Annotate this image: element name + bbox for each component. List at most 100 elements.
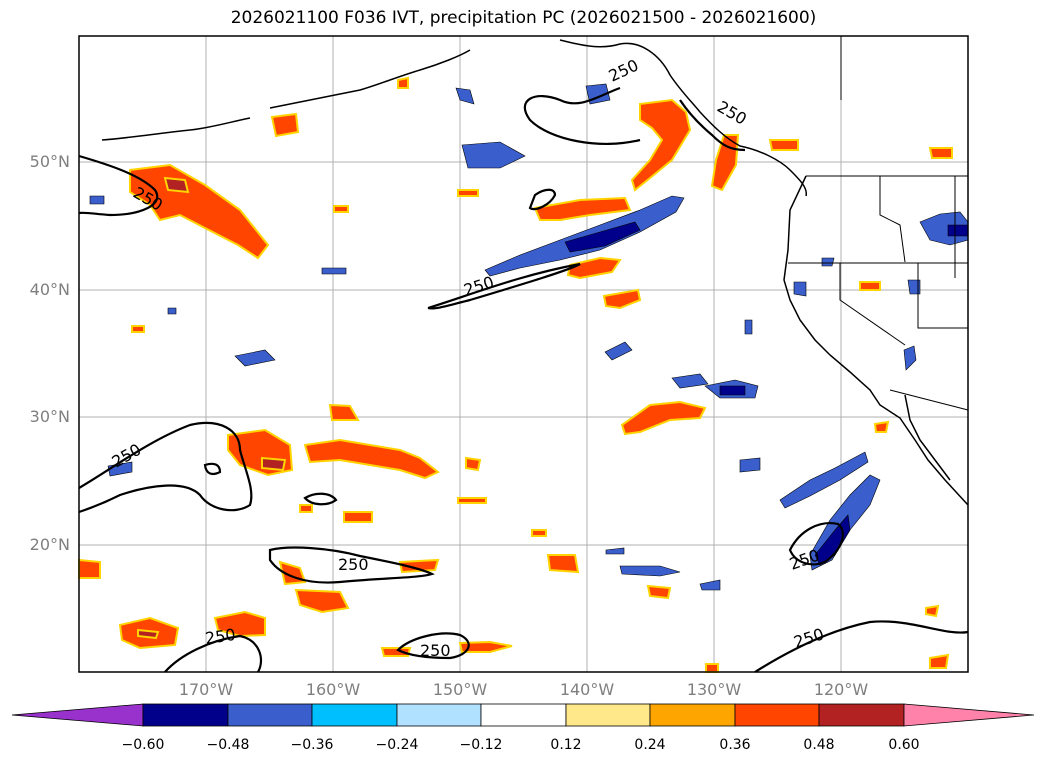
positive-blob [566, 256, 622, 280]
colorbar-tick-label: 0.48 [803, 737, 835, 753]
contour-label: 250 [791, 624, 826, 652]
positive-blob [299, 504, 313, 513]
ivt-contour-line [268, 546, 435, 584]
lon-label: 140°W [559, 680, 615, 699]
colorbar-tick-label: −0.60 [121, 737, 165, 753]
lon-label: 130°W [686, 680, 742, 699]
positive-blob [328, 403, 360, 421]
contour-label: 250 [338, 555, 369, 574]
positive-blob [457, 189, 479, 197]
colorbar-bin [480, 703, 567, 727]
ivt-contour-line [679, 99, 746, 152]
contour-label: 250 [204, 625, 237, 648]
positive-blob [163, 176, 190, 194]
positive-blob [261, 456, 287, 472]
colorbar-bin [649, 703, 736, 727]
positive-blob [294, 588, 350, 614]
colorbar-bin [734, 703, 820, 727]
positive-blob [137, 628, 160, 640]
positive-blob [270, 112, 300, 138]
positive-blob [705, 663, 719, 673]
negative-blob [484, 195, 685, 277]
colorbar-tick-label: −0.12 [459, 737, 503, 753]
ivt-contour-line [164, 634, 263, 673]
colorbar-bin [142, 703, 229, 727]
positive-blob [343, 511, 373, 523]
ivt-contours [78, 86, 969, 673]
positive-blob [457, 497, 487, 504]
ivt-contour-line [528, 188, 557, 211]
negative-blob [744, 319, 753, 335]
lat-label: 20°N [29, 535, 70, 554]
positive-blob [768, 139, 799, 151]
colorbar-tick-label: −0.24 [375, 737, 419, 753]
ivt-contour-line [788, 522, 844, 566]
map-title: 2026021100 F036 IVT, precipitation PC (2… [230, 8, 817, 28]
positive-blob [78, 558, 101, 579]
positive-blob [925, 604, 940, 618]
positive-blob [131, 325, 145, 333]
positive-blob [465, 456, 482, 472]
negative-blob [779, 451, 869, 509]
lon-label: 120°W [813, 680, 869, 699]
negative-blob [321, 267, 347, 275]
contour-label: 250 [420, 641, 451, 660]
positive-blob [533, 196, 632, 221]
contour-label: 250 [606, 55, 642, 85]
negative-blob [605, 547, 625, 555]
negative-blob [907, 279, 921, 295]
ivt-contour-line [754, 620, 969, 673]
positive-blob [213, 610, 266, 638]
positive-blob [129, 163, 270, 260]
positive-blob [928, 147, 953, 159]
negative-blob [821, 257, 835, 267]
colorbar-bin [311, 703, 398, 727]
positive-blob [620, 400, 707, 436]
ivt-contour-line [78, 421, 253, 514]
negative-blob [234, 349, 276, 367]
negative-blob [604, 341, 633, 361]
positive-blob [458, 640, 513, 653]
colorbar-bin [227, 703, 313, 727]
lon-label: 160°W [305, 680, 361, 699]
negative-blob [719, 385, 746, 396]
positive-blob [546, 554, 580, 574]
negative-blob [455, 87, 475, 105]
lon-label: 150°W [432, 680, 488, 699]
state-borders [788, 36, 969, 411]
map-frame [78, 35, 969, 673]
colorbar-extend-left [11, 703, 144, 727]
negative-blob [699, 579, 721, 591]
lat-label: 30°N [29, 407, 70, 426]
ivt-contour-line [396, 632, 470, 660]
contour-label: 250 [787, 545, 822, 573]
negative-blob [739, 457, 761, 473]
negative-blob [947, 224, 969, 237]
colorbar-tick-label: −0.36 [290, 737, 334, 753]
lat-label: 40°N [29, 280, 70, 299]
negative-blob [619, 565, 681, 577]
positive-blob [303, 438, 440, 480]
positive-blob [873, 420, 890, 433]
colorbar [11, 703, 1035, 727]
negative-blob [903, 345, 917, 371]
contour-label: 250 [714, 97, 750, 129]
positive-blob [602, 288, 642, 310]
positive-blob [531, 529, 547, 537]
colorbar-tick-label: 0.12 [550, 737, 582, 753]
lat-label: 50°N [29, 152, 70, 171]
colorbar-bin [565, 703, 651, 727]
ivt-contour-line [303, 492, 338, 506]
negative-blob [671, 373, 709, 389]
colorbar-tick-label: 0.36 [719, 737, 751, 753]
positive-blob [397, 76, 409, 89]
coastline [101, 39, 969, 506]
graticule [79, 36, 968, 672]
negative-blob [564, 221, 641, 253]
ivt-contour-line [523, 86, 641, 146]
colorbar-tick-label: 0.60 [888, 737, 920, 753]
positive-blob [646, 584, 672, 600]
ivt-contour-line [203, 462, 222, 476]
contour-label: 250 [461, 272, 496, 300]
